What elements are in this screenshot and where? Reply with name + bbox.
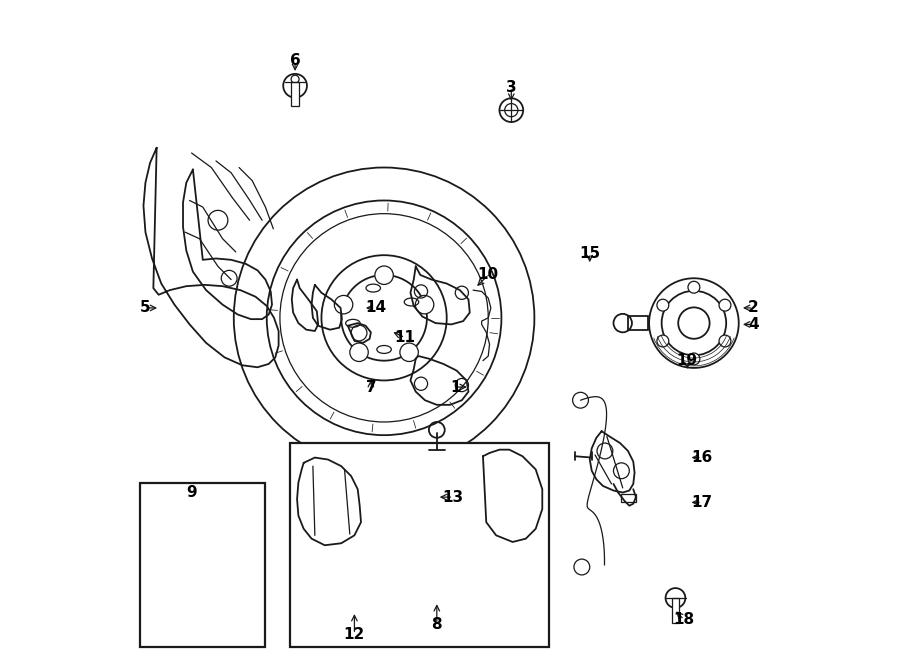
Text: 19: 19	[677, 353, 698, 368]
Text: 5: 5	[140, 301, 151, 315]
Bar	[672, 598, 679, 623]
Text: 1: 1	[450, 379, 461, 395]
Text: 6: 6	[290, 53, 301, 68]
Text: 15: 15	[580, 246, 600, 261]
Bar	[187, 541, 229, 547]
Circle shape	[400, 343, 419, 361]
Text: 3: 3	[506, 79, 517, 95]
Circle shape	[374, 266, 393, 285]
Bar	[187, 506, 229, 512]
Circle shape	[338, 453, 351, 466]
Circle shape	[719, 335, 731, 347]
Circle shape	[334, 295, 353, 314]
Text: 8: 8	[431, 617, 442, 632]
Text: 17: 17	[691, 495, 713, 510]
Bar	[628, 316, 648, 330]
Circle shape	[657, 299, 669, 311]
Circle shape	[416, 295, 434, 314]
Text: 9: 9	[186, 485, 197, 500]
Circle shape	[688, 353, 700, 365]
Text: 4: 4	[748, 317, 759, 332]
Circle shape	[719, 299, 731, 311]
Text: 7: 7	[365, 379, 376, 395]
Text: 10: 10	[478, 267, 499, 283]
Text: 11: 11	[395, 330, 416, 345]
Bar	[291, 443, 549, 647]
Bar	[303, 479, 360, 552]
Circle shape	[688, 281, 700, 293]
Bar	[140, 483, 266, 647]
Bar	[175, 503, 240, 515]
Text: 12: 12	[344, 627, 365, 641]
Circle shape	[657, 335, 669, 347]
Circle shape	[350, 343, 368, 361]
Text: 18: 18	[673, 612, 695, 627]
Text: 2: 2	[748, 301, 759, 315]
Bar	[175, 538, 240, 550]
Bar	[291, 83, 299, 105]
Text: 14: 14	[364, 301, 386, 315]
Bar	[621, 495, 636, 502]
Text: 16: 16	[691, 450, 713, 465]
Text: 13: 13	[443, 490, 464, 504]
